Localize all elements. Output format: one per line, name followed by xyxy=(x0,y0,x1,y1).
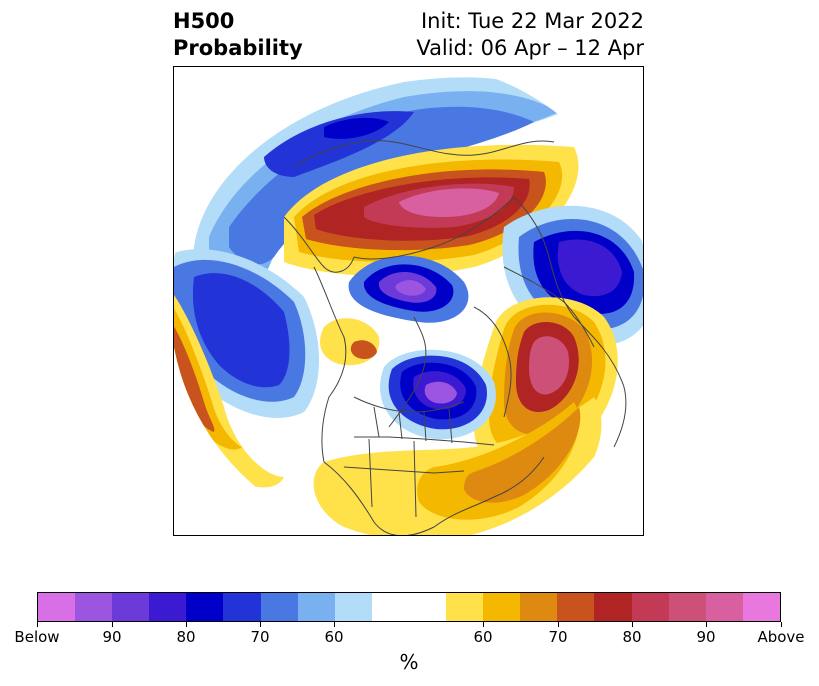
colorbar-segment xyxy=(631,593,669,621)
colorbar-segment xyxy=(520,593,558,621)
coastlines xyxy=(283,140,627,535)
colorbar-segment xyxy=(38,593,76,621)
colorbar-tick-label: Above xyxy=(757,628,805,646)
map-subtitle: Init: Tue 22 Mar 2022 Valid: 06 Apr – 12… xyxy=(416,8,644,62)
colorbar-tick xyxy=(112,622,113,627)
colorbar-tick-label: 60 xyxy=(324,628,344,646)
colorbar-segment xyxy=(705,593,743,621)
colorbar-tick xyxy=(334,622,335,627)
colorbar-segment xyxy=(186,593,224,621)
colorbar-tick-label: 80 xyxy=(622,628,642,646)
colorbar-tick-label: 70 xyxy=(548,628,568,646)
colorbar-segment xyxy=(371,593,447,621)
colorbar-tick xyxy=(483,622,484,627)
colorbar-segment xyxy=(334,593,372,621)
map-title: H500 Probability xyxy=(173,8,303,62)
colorbar-segment xyxy=(446,593,484,621)
colorbar-segment xyxy=(149,593,187,621)
colorbar-segment xyxy=(297,593,335,621)
colorbar-tick xyxy=(706,622,707,627)
colorbar-segment xyxy=(668,593,706,621)
colorbar-ticks xyxy=(37,622,782,630)
colorbar-tick xyxy=(632,622,633,627)
colorbar-segment xyxy=(112,593,150,621)
colorbar-segment xyxy=(483,593,521,621)
probability-map xyxy=(173,66,644,536)
colorbar-segment xyxy=(557,593,595,621)
probability-field xyxy=(174,67,643,535)
colorbar-tick-label: 80 xyxy=(176,628,196,646)
valid-range: Valid: 06 Apr – 12 Apr xyxy=(416,36,644,60)
colorbar xyxy=(37,592,781,622)
title-line-1: H500 xyxy=(173,9,235,33)
colorbar-unit-label: % xyxy=(399,650,419,674)
init-date: Init: Tue 22 Mar 2022 xyxy=(420,9,644,33)
colorbar-segment xyxy=(223,593,261,621)
colorbar-tick-label: 70 xyxy=(250,628,270,646)
colorbar-tick xyxy=(781,622,782,627)
colorbar-tick xyxy=(558,622,559,627)
colorbar-tick-label: 60 xyxy=(473,628,493,646)
colorbar-tick-label: 90 xyxy=(696,628,716,646)
title-line-2: Probability xyxy=(173,36,303,60)
colorbar-segment xyxy=(594,593,632,621)
colorbar-segment xyxy=(260,593,298,621)
colorbar-tick-label: 90 xyxy=(102,628,122,646)
map-canvas xyxy=(174,67,643,535)
colorbar-tick xyxy=(186,622,187,627)
colorbar-tick xyxy=(260,622,261,627)
colorbar-segment xyxy=(742,593,780,621)
colorbar-tick xyxy=(37,622,38,627)
colorbar-tick-label: Below xyxy=(14,628,60,646)
colorbar-segment xyxy=(75,593,113,621)
